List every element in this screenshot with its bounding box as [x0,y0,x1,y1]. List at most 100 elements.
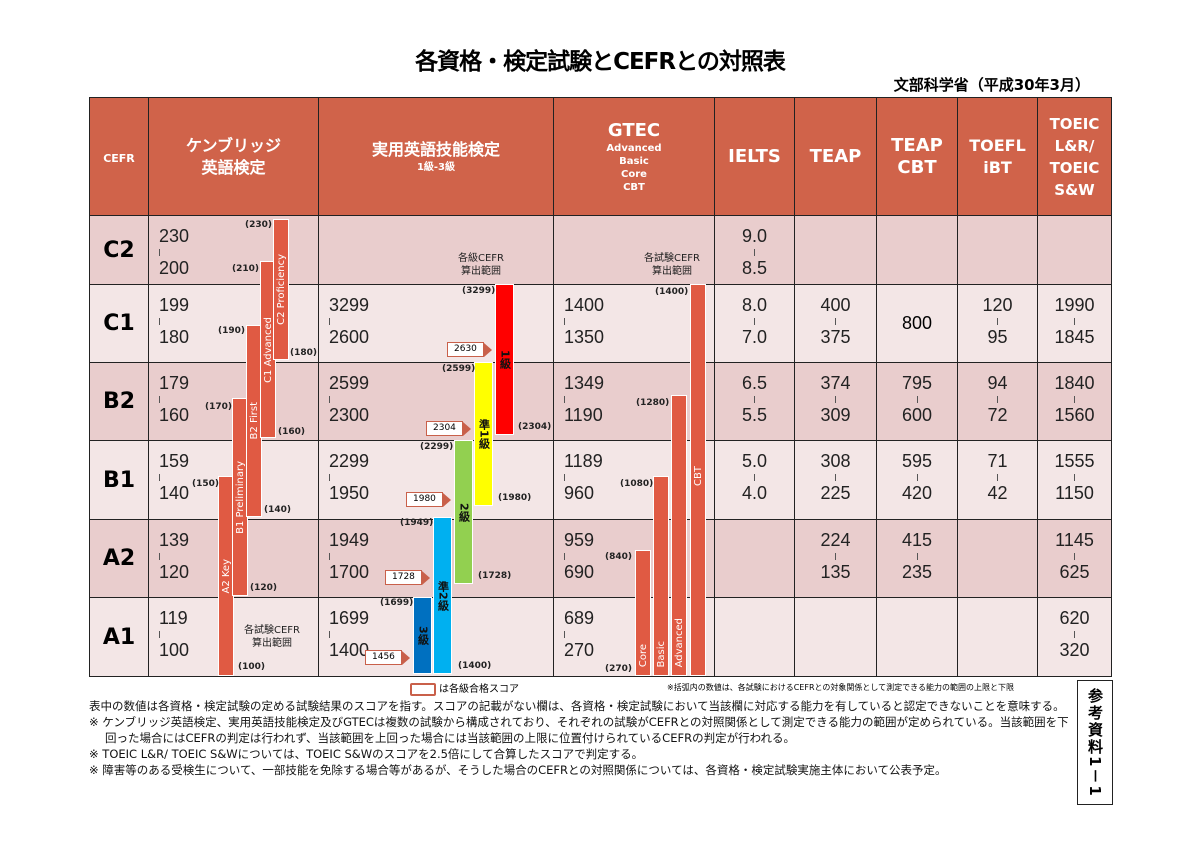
score-upper: 1840 [1054,373,1095,393]
table-row: C1 199 180 3299 2600 1400 1350 8.0 7.0 400 375 800 1… [89,284,1112,363]
score-lower: 600 [901,405,933,425]
score-upper: 2299 [329,451,370,471]
header-teap: TEAP [794,97,877,216]
score-upper: 119 [159,608,188,628]
score-lower: 95 [987,327,1008,347]
score-cell-teapcbt: 800 [876,284,958,363]
paren-legend: ※括弧内の数値は、各試験におけるCEFRとの対象関係として測定できる能力の範囲の… [667,683,1015,692]
score-upper: 1189 [564,451,603,471]
score-cell-toeic: 1990 1845 [1037,284,1112,363]
score-upper: 374 [820,373,851,393]
score-upper: 179 [159,373,190,393]
score-lower: 200 [159,258,190,278]
header-teap-cbt: TEAP CBT [876,97,958,216]
score-upper: 5.0 [741,451,768,471]
score-lower: 1150 [1055,483,1094,503]
page-title: 各資格・検定試験とCEFRとの対照表 [415,49,786,75]
cefr-comparison-table: CEFR ケンブリッジ 英語検定 実用英語技能検定 1級-3級 GTEC Advanc… [89,97,1112,677]
score-lower: 1950 [329,483,370,503]
score-lower: 690 [564,562,595,582]
score-cell-toeic: 1555 1150 [1037,440,1112,520]
score-cell-toefl: 120 95 [957,284,1038,363]
score-upper: 94 [987,373,1008,393]
header-cambridge: ケンブリッジ 英語検定 [148,97,319,216]
score-lower: 100 [159,640,190,660]
score-cell-teapcbt: 595 420 [876,440,958,520]
cefr-level: A1 [89,597,149,677]
empty-cell [876,597,958,677]
footnote: ※ 障害等のある受検生について、一部技能を免除する場合等があるが、そうした場合の… [89,763,947,777]
score-cell-toeic: 620 320 [1037,597,1112,677]
score-upper: 595 [901,451,933,471]
footnote: 表中の数値は各資格・検定試験の定める試験結果のスコアを指す。スコアの記載がない欄… [89,699,1065,713]
score-upper: 159 [159,451,190,471]
score-cell-cambridge: 159 140 [148,440,319,520]
empty-cell [714,519,795,598]
score-cell-teapcbt: 415 235 [876,519,958,598]
score-cell-cambridge: 199 180 [148,284,319,363]
score-upper: 689 [564,608,595,628]
score-upper: 224 [820,530,851,550]
score-lower: 1845 [1054,327,1095,347]
table-row: C2 230 200 9.0 8.5 [89,215,1112,285]
score-lower: 625 [1059,562,1090,582]
score-upper: 230 [159,226,190,246]
score-cell-gtec: 1400 1350 [553,284,715,363]
score-cell-eiken: 3299 2600 [318,284,554,363]
score-cell-toefl: 94 72 [957,362,1038,441]
cefr-level: A2 [89,519,149,598]
score-lower: 1190 [564,405,603,425]
score-lower: 7.0 [741,327,768,347]
reference-label: 参考資料1－1 [1077,680,1113,805]
score-upper: 795 [901,373,933,393]
empty-cell [794,215,877,285]
score-cell-gtec: 959 690 [553,519,715,598]
footnote: ※ ケンブリッジ英語検定、実用英語技能検定及びGTECは複数の試験から構成されて… [89,715,1069,745]
score-upper: 400 [820,295,851,315]
score-cell-teap: 308 225 [794,440,877,520]
score-cell-gtec: 1349 1190 [553,362,715,441]
score-cell-teap: 374 309 [794,362,877,441]
score-lower: 2600 [329,327,370,347]
score-cell-teap: 400 375 [794,284,877,363]
cefr-level: B2 [89,362,149,441]
score-upper: 2599 [329,373,370,393]
score-cell-ielts: 9.0 8.5 [714,215,795,285]
score-lower: 320 [1059,640,1090,660]
score-lower: 160 [159,405,190,425]
table-row: B1 159 140 2299 1950 1189 960 5.0 4.0 308 225 595 42… [89,440,1112,520]
score-upper: 71 [987,451,1008,471]
empty-cell [318,215,554,285]
page-subtitle: 文部科学省（平成30年3月） [893,76,1090,94]
score-cell-eiken: 2599 2300 [318,362,554,441]
score-cell-toefl: 71 42 [957,440,1038,520]
empty-cell [957,215,1038,285]
score-cell-gtec: 689 270 [553,597,715,677]
score-lower: 235 [901,562,933,582]
empty-cell [794,597,877,677]
empty-cell [714,597,795,677]
score-cell-ielts: 6.5 5.5 [714,362,795,441]
header-cefr: CEFR [89,97,149,216]
header-eiken: 実用英語技能検定 1級-3級 [318,97,554,216]
header-gtec: GTEC Advanced Basic Core CBT [553,97,715,216]
pass-score-legend: は各級合格スコア [410,680,519,696]
score-lower: 1400 [329,640,370,660]
score-lower: 72 [987,405,1008,425]
score-cell-eiken: 1949 1700 [318,519,554,598]
score-lower: 309 [820,405,851,425]
empty-cell [876,215,958,285]
score-lower: 8.5 [741,258,768,278]
header-toefl: TOEFL iBT [957,97,1038,216]
score-lower: 5.5 [741,405,768,425]
score-upper: 620 [1059,608,1090,628]
empty-cell [1037,215,1112,285]
cefr-level: C2 [89,215,149,285]
pass-score-box-icon [410,682,436,696]
score-cell-ielts: 5.0 4.0 [714,440,795,520]
score-upper: 3299 [329,295,370,315]
score-upper: 199 [159,295,190,315]
score-lower: 420 [901,483,933,503]
score-lower: 1560 [1054,405,1095,425]
